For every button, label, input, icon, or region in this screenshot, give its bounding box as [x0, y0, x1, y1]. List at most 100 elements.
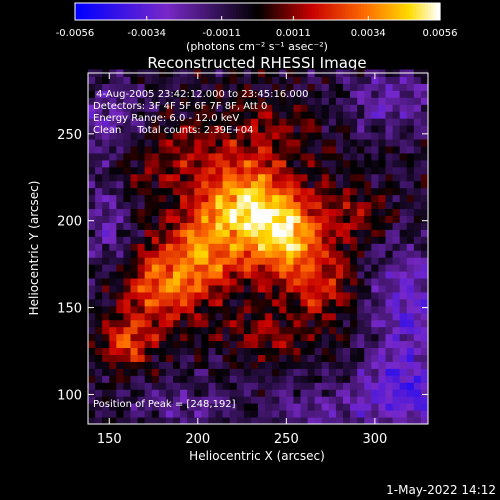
heatmap-cell [307, 208, 316, 216]
heatmap-cell [194, 222, 202, 230]
x-axis-label: Heliocentric X (arcsec) [189, 449, 325, 463]
heatmap-cell [215, 291, 224, 300]
heatmap-cell [406, 222, 415, 230]
heatmap-cell [399, 375, 408, 383]
heatmap-cell [102, 180, 110, 189]
heatmap-cell [144, 125, 153, 133]
heatmap-cell [300, 410, 309, 418]
heatmap-cell [420, 76, 429, 84]
colorbar-segment [275, 3, 280, 20]
heatmap-cell [406, 326, 415, 335]
heatmap-cell [335, 76, 344, 84]
heatmap-cell [173, 368, 181, 376]
heatmap-cell [307, 236, 316, 244]
heatmap-cell [109, 340, 117, 349]
heatmap-cell [250, 333, 259, 342]
heatmap-cell [250, 222, 259, 230]
heatmap-cell [328, 291, 337, 300]
heatmap-cell [88, 132, 96, 140]
heatmap-cell [321, 90, 330, 98]
heatmap-cell [180, 326, 188, 335]
heatmap-cell [229, 326, 238, 335]
heatmap-cell [158, 139, 167, 147]
colorbar-segment [382, 3, 386, 20]
heatmap-cell [229, 354, 238, 362]
heatmap-cell [343, 264, 351, 272]
heatmap-cell [151, 90, 160, 98]
heatmap-cell [406, 417, 415, 425]
heatmap-cell [194, 368, 202, 376]
heatmap-cell [406, 152, 415, 161]
heatmap-cell [272, 208, 280, 216]
heatmap-cell [201, 347, 209, 355]
heatmap-cell [343, 236, 351, 244]
heatmap-cell [307, 375, 316, 383]
heatmap-cell [229, 236, 238, 244]
heatmap-cell [300, 403, 309, 411]
heatmap-cell [180, 410, 188, 418]
heatmap-cell [165, 410, 174, 418]
heatmap-cell [286, 333, 294, 342]
heatmap-cell [130, 257, 139, 265]
colorbar-segment [403, 3, 408, 20]
heatmap-cell [201, 410, 209, 418]
heatmap-cell [180, 375, 188, 383]
heatmap-cell [173, 278, 181, 286]
heatmap-cell [215, 132, 224, 140]
heatmap-cell [116, 361, 124, 369]
heatmap-cell [392, 132, 401, 140]
heatmap-cell [158, 125, 167, 133]
heatmap-cell [371, 271, 379, 279]
heatmap-cell [335, 375, 344, 383]
heatmap-cell [314, 111, 323, 119]
heatmap-cell [95, 298, 103, 307]
heatmap-cell [328, 132, 337, 140]
heatmap-cell [173, 125, 181, 133]
heatmap-cell [116, 375, 124, 383]
heatmap-cell [385, 312, 394, 321]
heatmap-cell [250, 410, 259, 418]
heatmap-cell [371, 410, 379, 418]
heatmap-cell [243, 194, 252, 203]
heatmap-cell [187, 257, 195, 265]
colorbar-segment [123, 3, 128, 20]
heatmap-cell [88, 417, 96, 425]
heatmap-cell [328, 208, 337, 216]
heatmap-cell [357, 104, 365, 112]
heatmap-cell [328, 278, 337, 286]
heatmap-cell [187, 368, 195, 376]
heatmap-cell [406, 194, 415, 203]
heatmap-cell [406, 118, 415, 126]
heatmap-cell [250, 159, 259, 168]
heatmap-cell [201, 257, 209, 265]
heatmap-cell [116, 410, 124, 418]
heatmap-cell [321, 257, 330, 265]
heatmap-cell [279, 208, 287, 216]
heatmap-cell [335, 139, 344, 147]
heatmap-cell [109, 347, 117, 355]
heatmap-cell [187, 208, 195, 216]
heatmap-cell [109, 257, 117, 265]
heatmap-cell [194, 187, 202, 196]
heatmap-cell [371, 389, 379, 397]
heatmap-cell [314, 298, 323, 307]
heatmap-cell [328, 90, 337, 98]
heatmap-cell [250, 319, 259, 328]
heatmap-cell [222, 76, 231, 84]
heatmap-cell [399, 333, 408, 342]
heatmap-cell [321, 319, 330, 328]
heatmap-cell [222, 333, 231, 342]
heatmap-cell [229, 229, 238, 237]
heatmap-cell [208, 403, 216, 411]
heatmap-cell [229, 389, 238, 397]
heatmap-cell [123, 389, 131, 397]
heatmap-cell [357, 257, 365, 265]
heatmap-cell [243, 145, 252, 154]
heatmap-cell [314, 97, 323, 105]
heatmap-cell [173, 201, 181, 210]
heatmap-cell [236, 305, 245, 314]
heatmap-cell [109, 139, 117, 147]
heatmap-cell [314, 90, 323, 98]
heatmap-cell [343, 291, 351, 300]
heatmap-cell [144, 145, 153, 154]
